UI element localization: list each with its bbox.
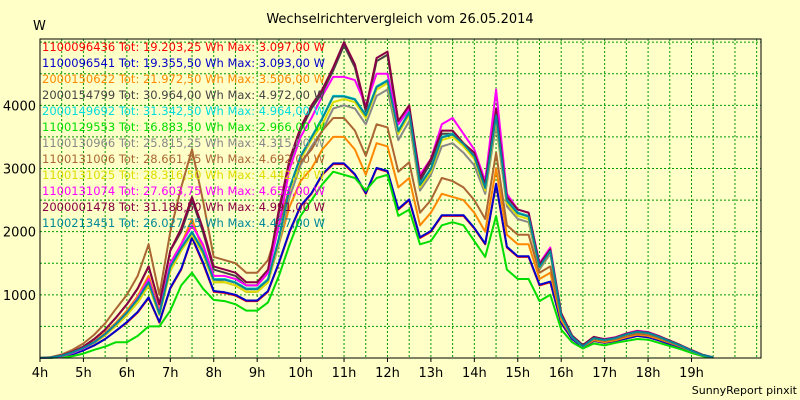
- x-tick-label: 16h: [549, 366, 574, 381]
- series-line-6: [39, 170, 714, 359]
- x-tick-label: 11h: [332, 366, 357, 381]
- legend-entry-3: 2000150622 Tot: 21.972,50 Wh Max: 3.506,…: [42, 72, 325, 86]
- x-tick-label: 10h: [288, 366, 313, 381]
- x-tick-label: 8h: [205, 366, 222, 381]
- x-tick-label: 12h: [375, 366, 400, 381]
- y-tick-label: 1000: [3, 289, 36, 304]
- x-tick-label: 9h: [249, 366, 266, 381]
- chart-title: Wechselrichtervergleich vom 26.05.2014: [266, 12, 533, 27]
- x-tick-label: 15h: [505, 366, 530, 381]
- x-tick-label: 19h: [679, 366, 704, 381]
- grid: [39, 39, 761, 358]
- legend-entry-11: 2000001478 Tot: 31.188,50 Wh Max: 4.991,…: [42, 200, 325, 214]
- legend-entry-6: 1100129553 Tot: 16.883,50 Wh Max: 2.966,…: [42, 120, 325, 134]
- y-ticks: 1000 2000 3000 4000: [3, 99, 36, 304]
- x-ticks: 4h 5h 6h 7h 8h 9h 10h 11h 12h 13h 14h 15h 16h 17h 18h 1…: [32, 358, 704, 381]
- legend-entry-8: 1100131006 Tot: 28.661,25 Wh Max: 4.692,…: [42, 152, 325, 166]
- legend-entry-4: 2000154799 Tot: 30.964,00 Wh Max: 4.972,…: [42, 88, 325, 102]
- legend-entry-9: 1100131025 Tot: 28.316,50 Wh Max: 4.442,…: [42, 168, 325, 182]
- y-axis-label: W: [33, 19, 46, 34]
- x-tick-label: 4h: [32, 366, 49, 381]
- legend-entry-7: 1100130966 Tot: 25.815,25 Wh Max: 4.315,…: [42, 136, 325, 150]
- y-tick-label: 2000: [3, 226, 36, 241]
- x-tick-label: 17h: [592, 366, 617, 381]
- legend-entry-2: 1100096541 Tot: 19.355,50 Wh Max: 3.093,…: [42, 56, 325, 70]
- x-tick-label: 13h: [419, 366, 444, 381]
- x-tick-label: 5h: [75, 366, 92, 381]
- legend-entry-10: 1100131074 Tot: 27.603,75 Wh Max: 4.653,…: [42, 184, 325, 198]
- plot-border: [39, 38, 762, 359]
- plot-frame: [39, 38, 762, 359]
- y-tick-label: 4000: [3, 99, 36, 114]
- legend-entry-12: 1100213451 Tot: 26.027,25 Wh Max: 4.427,…: [42, 216, 325, 230]
- legend: 1100096436 Tot: 19.203,25 Wh Max: 3.097,…: [42, 40, 325, 230]
- series-lines: [39, 41, 714, 359]
- x-tick-label: 6h: [119, 366, 136, 381]
- x-tick-label: 18h: [636, 366, 661, 381]
- y-tick-label: 3000: [3, 162, 36, 177]
- footer-label: SunnyReport pinxit: [692, 384, 798, 397]
- x-tick-label: 14h: [462, 366, 487, 381]
- legend-entry-1: 1100096436 Tot: 19.203,25 Wh Max: 3.097,…: [42, 40, 325, 54]
- legend-entry-5: 2000149692 Tot: 31.342,50 Wh Max: 4.964,…: [42, 104, 325, 118]
- series-line-12: [39, 79, 714, 359]
- x-tick-label: 7h: [162, 366, 179, 381]
